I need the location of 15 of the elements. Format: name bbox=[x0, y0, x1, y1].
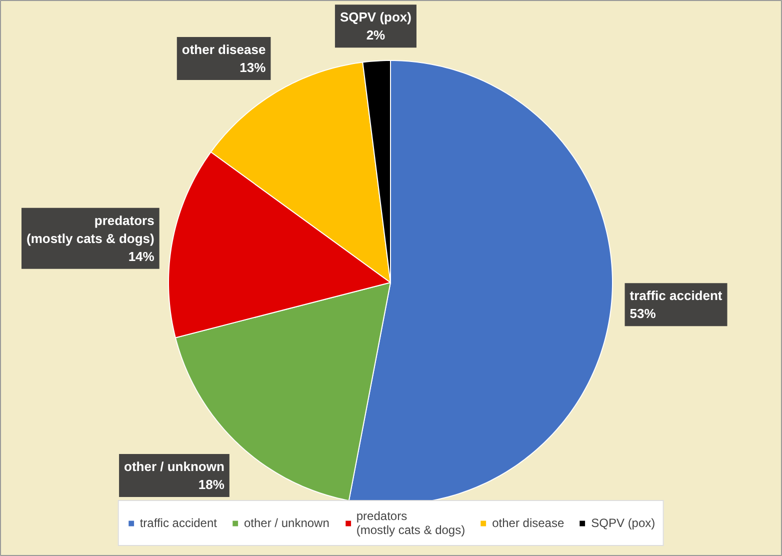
slice-label: other disease bbox=[182, 42, 266, 57]
legend-label: traffic accident bbox=[140, 516, 217, 530]
slice-label: other / unknown bbox=[124, 459, 224, 474]
legend-label: predators (mostly cats & dogs) bbox=[356, 509, 466, 537]
data-label: 18% bbox=[198, 477, 225, 492]
data-label: 53% bbox=[630, 306, 656, 322]
legend-label: other / unknown bbox=[244, 516, 330, 530]
slice-label: predators (mostly cats & dogs) bbox=[26, 212, 154, 246]
data-label: 14% bbox=[128, 248, 155, 264]
data-label: 2% bbox=[366, 28, 386, 43]
data-label: 13% bbox=[240, 60, 266, 75]
legend-label: SQPV (pox) bbox=[591, 516, 656, 530]
slice-label: traffic accident bbox=[630, 288, 723, 304]
slice-label: SQPV (pox) bbox=[340, 10, 412, 25]
legend-label: other disease bbox=[492, 516, 564, 530]
